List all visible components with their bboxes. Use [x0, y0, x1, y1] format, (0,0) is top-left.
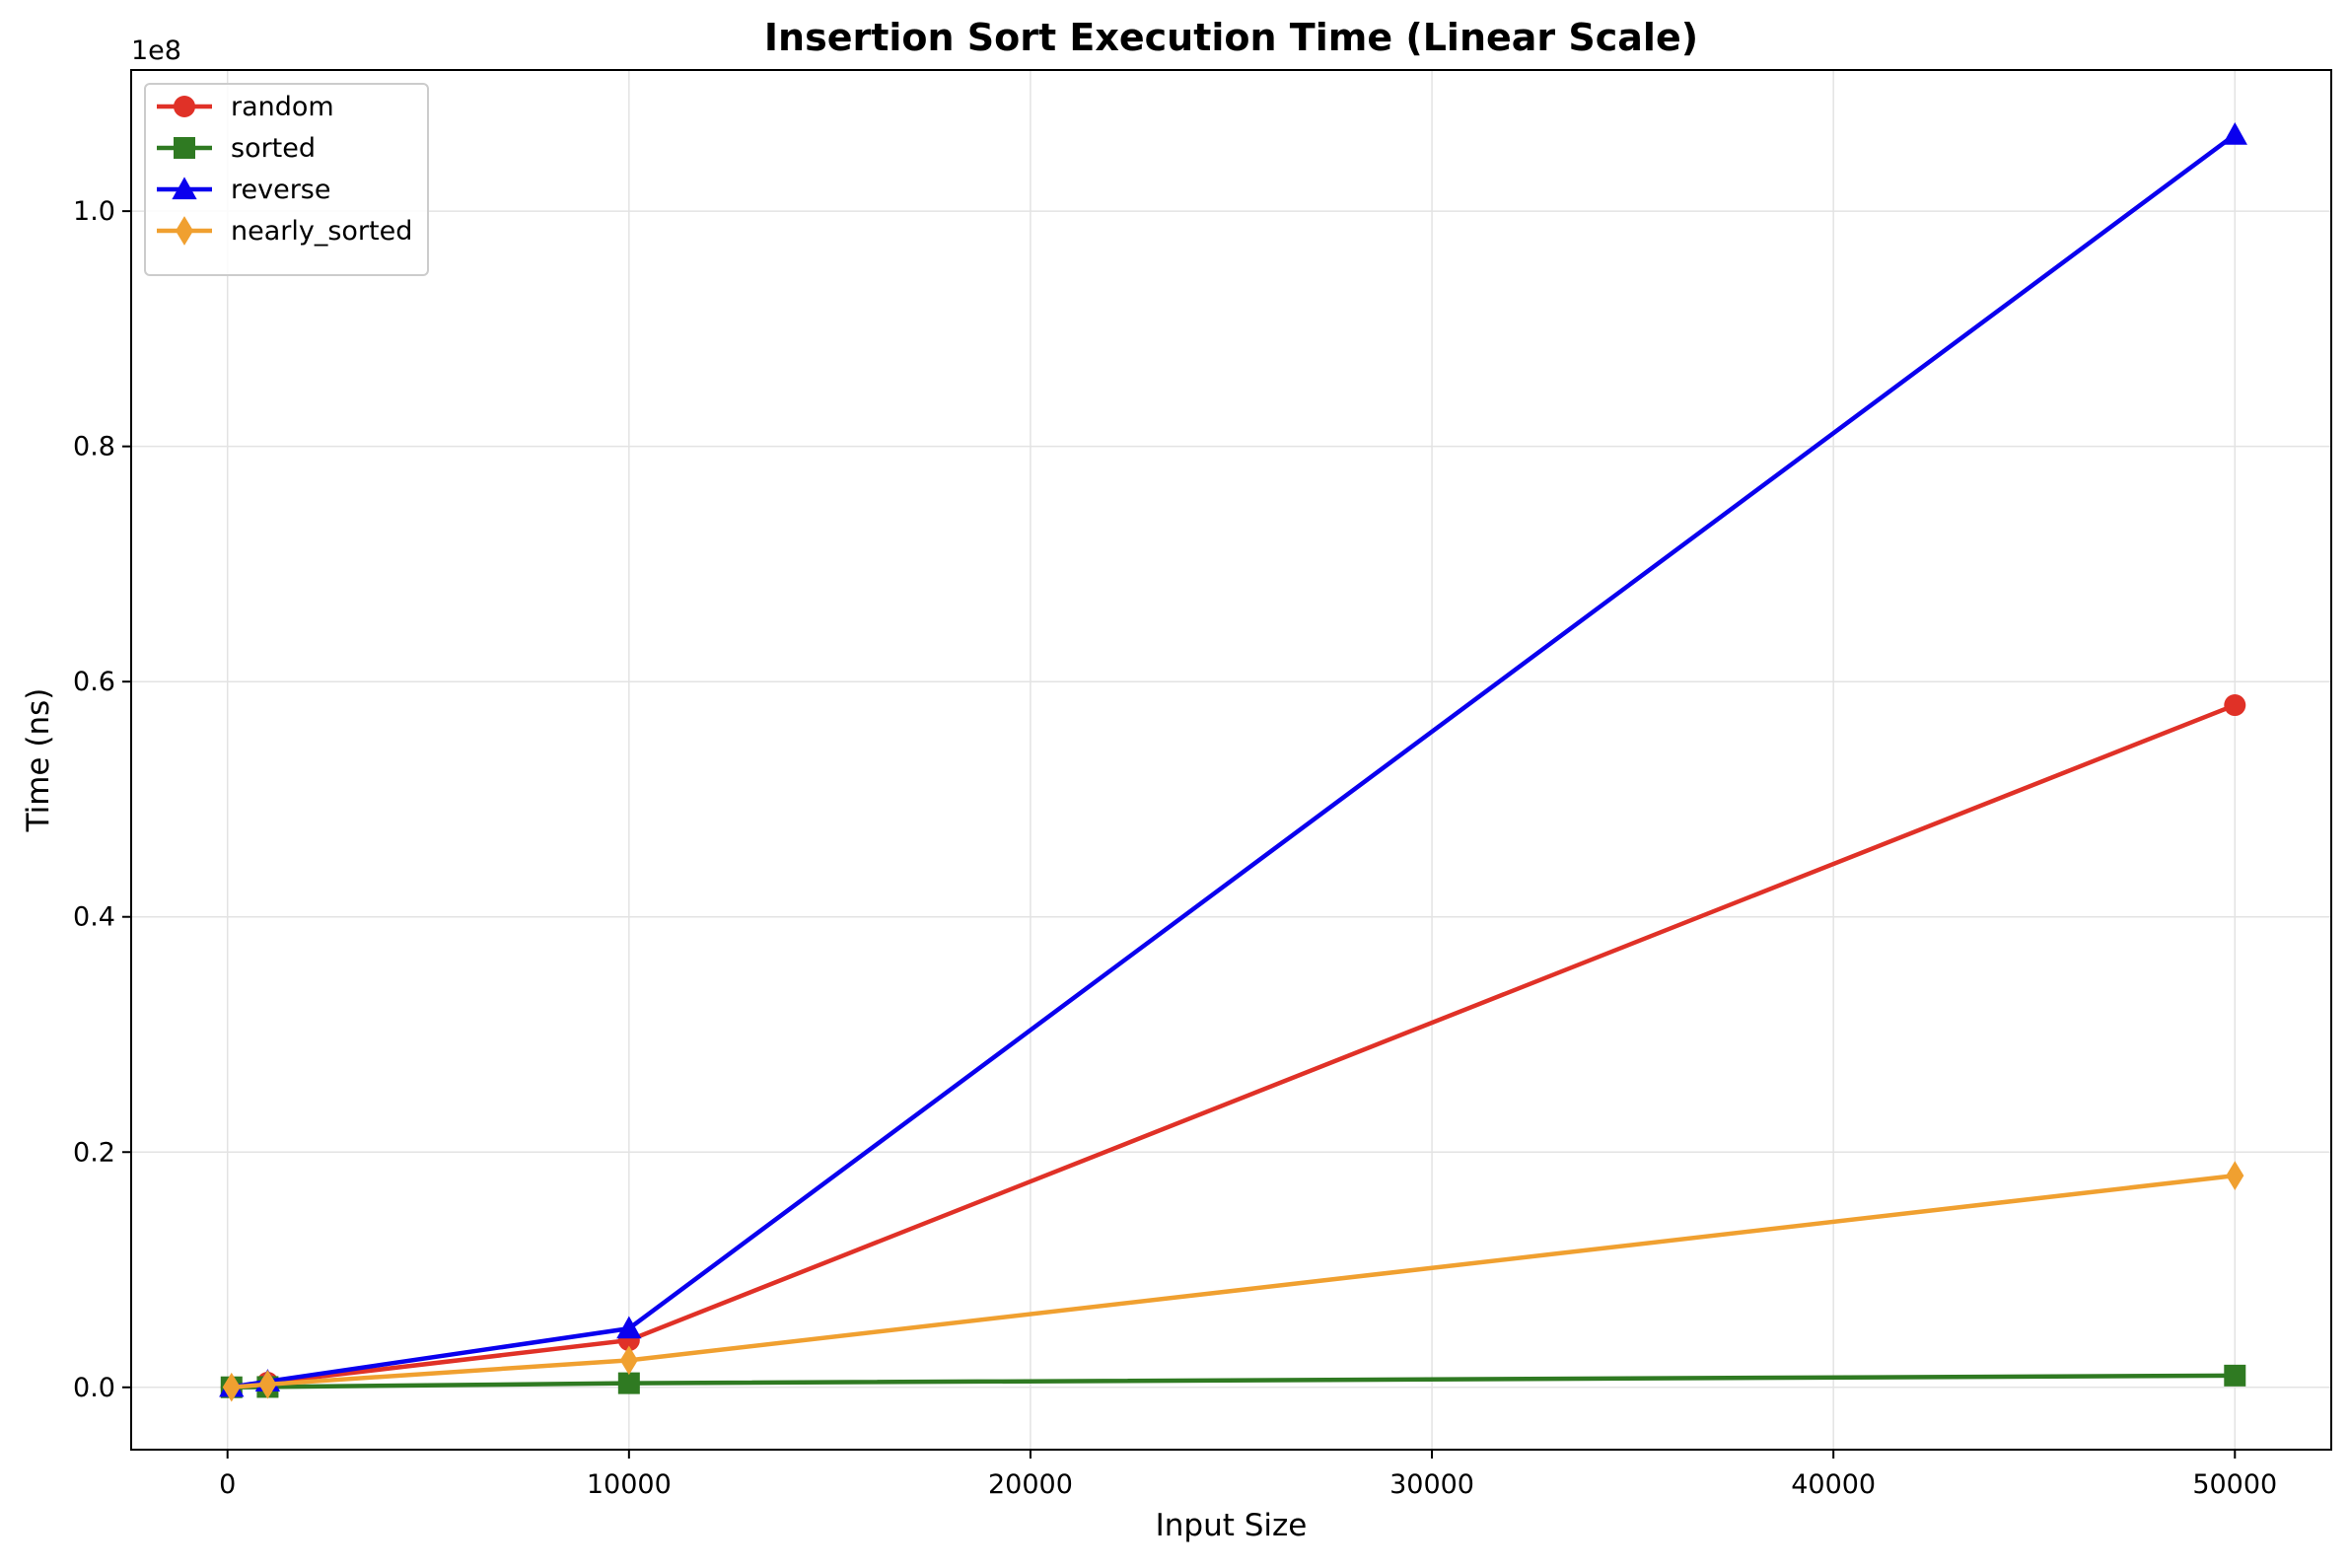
legend-marker — [174, 96, 195, 117]
y-tick-label: 0.0 — [73, 1373, 115, 1403]
x-tick-label: 0 — [219, 1469, 236, 1500]
legend-marker — [174, 137, 195, 159]
legend[interactable]: random sorted reverse nearly_sorted — [144, 83, 429, 276]
legend-marker — [175, 216, 194, 246]
x-tick-label: 50000 — [2192, 1469, 2277, 1500]
x-axis-label: Input Size — [1156, 1508, 1308, 1543]
y-axis-offset-label: 1e8 — [131, 36, 181, 66]
legend-item-random[interactable]: random — [157, 92, 334, 122]
legend-label: reverse — [231, 175, 331, 205]
legend-label: nearly_sorted — [231, 216, 412, 247]
plot-frame — [130, 69, 2332, 1451]
legend-label: sorted — [231, 133, 316, 164]
y-tick-label: 0.2 — [73, 1137, 115, 1168]
y-tick-label: 0.6 — [73, 667, 115, 697]
data-point — [616, 1316, 642, 1339]
legend-marker — [172, 177, 197, 200]
axes-frame — [130, 69, 2332, 1451]
data-point — [619, 1345, 638, 1376]
legend-item-reverse[interactable]: reverse — [157, 175, 331, 205]
y-tick-label: 0.8 — [73, 432, 115, 463]
legend-label: random — [231, 92, 334, 122]
x-tick-label: 30000 — [1389, 1469, 1474, 1500]
ticks: 0 10000 20000 30000 40000 50000 0.0 0.2 0.4 0.6 0.… — [73, 196, 2277, 1500]
series-line — [231, 702, 2237, 1390]
y-tick-label: 1.0 — [73, 196, 115, 227]
data-point — [617, 1372, 640, 1394]
data-point — [2226, 1161, 2244, 1190]
series-line — [231, 1373, 2236, 1390]
grid — [131, 70, 2331, 1450]
series-nearly-sorted — [222, 1161, 2244, 1402]
series-lines — [219, 121, 2247, 1402]
series-line — [231, 132, 2237, 1390]
y-axis-label: Time (ns) — [21, 688, 56, 833]
legend-item-nearly-sorted[interactable]: nearly_sorted — [157, 216, 412, 247]
series-sorted — [220, 1364, 2246, 1398]
data-point — [258, 1369, 277, 1399]
x-tick-label: 20000 — [988, 1469, 1073, 1500]
data-point — [222, 1372, 241, 1402]
chart-title: Insertion Sort Execution Time (Linear Sc… — [764, 16, 1698, 59]
legend-box — [144, 83, 429, 276]
series-line — [231, 1173, 2236, 1390]
data-point — [2224, 694, 2246, 717]
data-point — [2222, 121, 2247, 145]
series-reverse — [219, 121, 2247, 1397]
y-tick-label: 0.4 — [73, 902, 115, 933]
x-tick-label: 10000 — [587, 1469, 672, 1500]
x-tick-label: 40000 — [1791, 1469, 1876, 1500]
data-point — [2224, 1364, 2246, 1387]
legend-item-sorted[interactable]: sorted — [157, 133, 316, 164]
